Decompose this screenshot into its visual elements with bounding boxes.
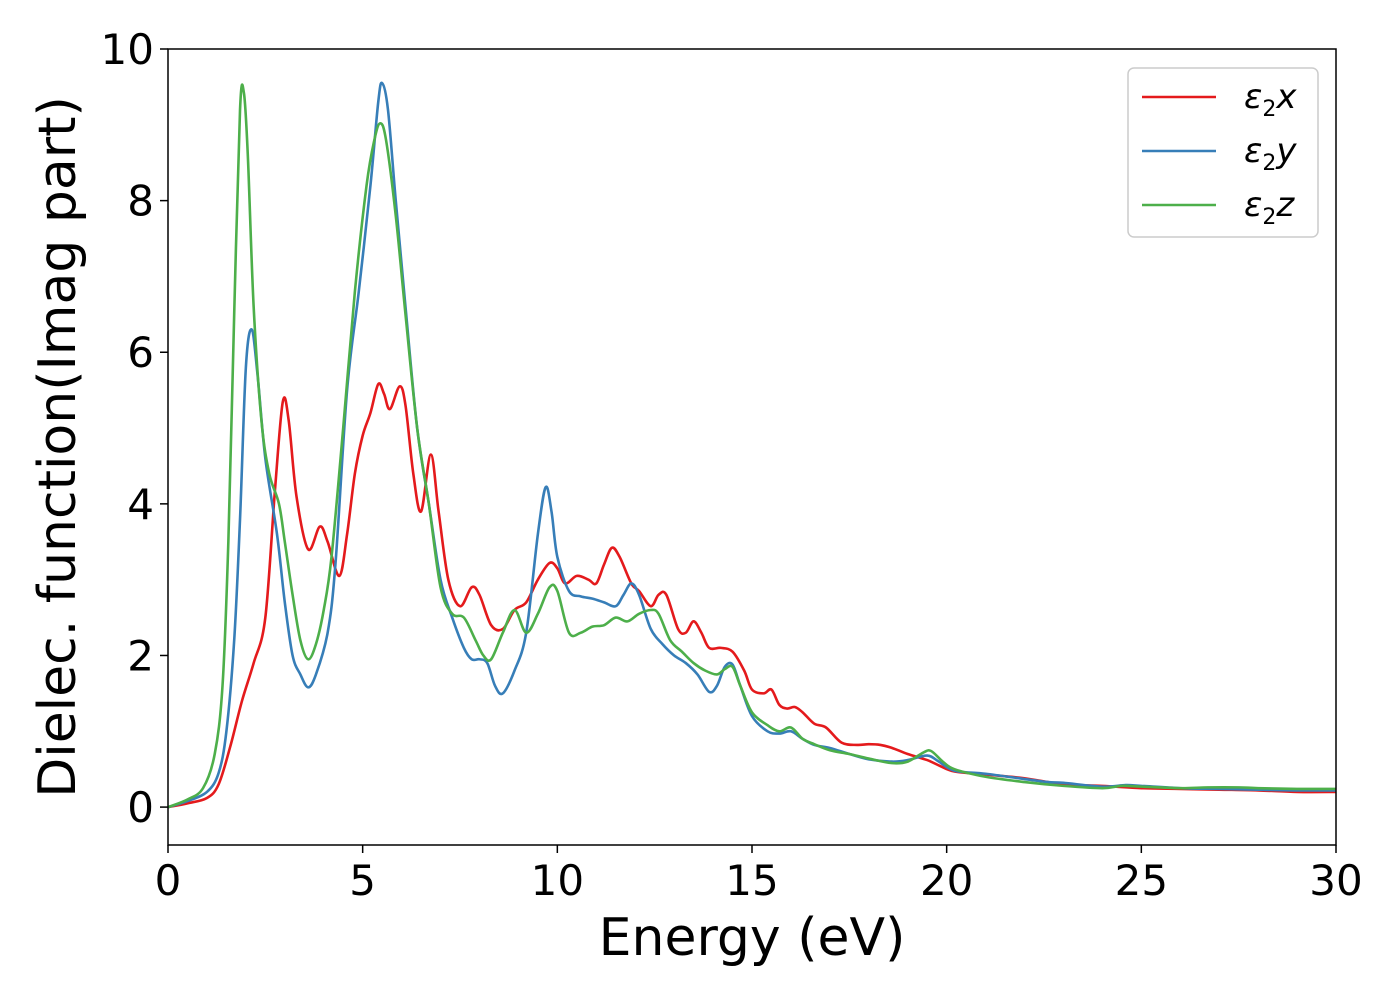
series-layer [168,81,1336,809]
legend: ε2x ε2y ε2z [1127,67,1319,238]
x-tick-label: 10 [531,856,584,905]
x-tick-label: 15 [725,856,778,905]
y-tick-label: 2 [127,631,154,680]
legend-label-y: ε2y [1244,131,1297,176]
legend-label-z: ε2z [1244,185,1295,230]
legend-label-x: ε2x [1244,77,1297,122]
series-line-x [168,382,1336,809]
legend-box [1127,67,1319,238]
x-tick-label: 5 [349,856,376,905]
y-tick-label: 4 [127,480,154,529]
x-tick-label: 30 [1309,856,1362,905]
y-axis-title: Dielec. function(Imag part) [28,96,88,798]
y-tick-label: 0 [127,783,154,832]
x-tick-label: 25 [1115,856,1168,905]
y-tick-label: 6 [127,328,154,377]
y-tick-label: 8 [127,177,154,226]
series-line-z [168,83,1336,809]
y-tick-label: 10 [101,25,154,74]
x-axis-ticks: 0 5 10 15 20 25 30 [155,845,1363,905]
y-axis-ticks: 0 2 4 6 8 10 [101,25,168,832]
x-tick-label: 20 [920,856,973,905]
x-axis-title: Energy (eV) [599,908,906,968]
series-line-y [168,81,1336,809]
x-tick-label: 0 [155,856,182,905]
